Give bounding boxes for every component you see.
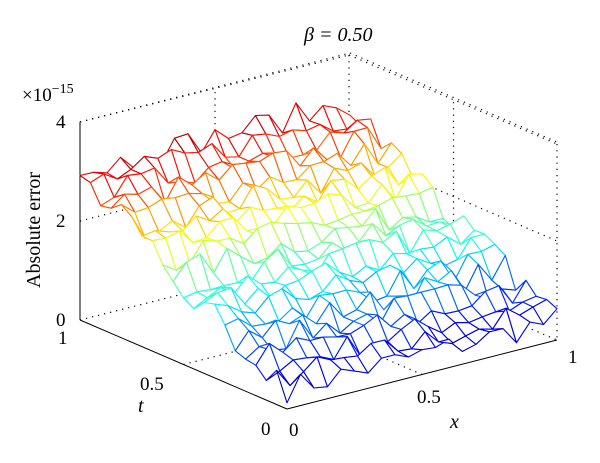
- x-axis-label: x: [449, 411, 459, 433]
- back-edge-top: [79, 54, 350, 123]
- z-exponent-base: ×10: [22, 85, 52, 106]
- z-tick-0: 0: [56, 310, 66, 331]
- z-exponent-power: −15: [52, 82, 74, 97]
- z-tick-4: 4: [56, 112, 66, 133]
- back-edge-right-top: [348, 54, 558, 145]
- x-tick-0: 0: [289, 420, 299, 441]
- t-axis-label: t: [138, 395, 144, 417]
- t-tick-0.5: 0.5: [140, 374, 164, 395]
- x-tick-0.5: 0.5: [417, 387, 441, 408]
- title-beta: β = 0.50: [303, 24, 372, 46]
- z-exponent-label: ×10−15: [22, 82, 74, 106]
- surface-cell: [532, 298, 558, 326]
- x-tick-1: 1: [568, 347, 578, 368]
- t-tick-0: 0: [261, 419, 271, 440]
- chart-title: β = 0.50: [303, 24, 372, 46]
- t-tick-1: 1: [58, 328, 68, 349]
- z-axis-label: Absolute error: [23, 172, 45, 288]
- tick-labels: 0 2 4 1 0.5 0 0 0.5 1: [56, 112, 578, 441]
- z-tick-2: 2: [56, 211, 66, 232]
- grid-line-z4-1: [349, 52, 558, 143]
- error-surface-mesh: [79, 102, 558, 404]
